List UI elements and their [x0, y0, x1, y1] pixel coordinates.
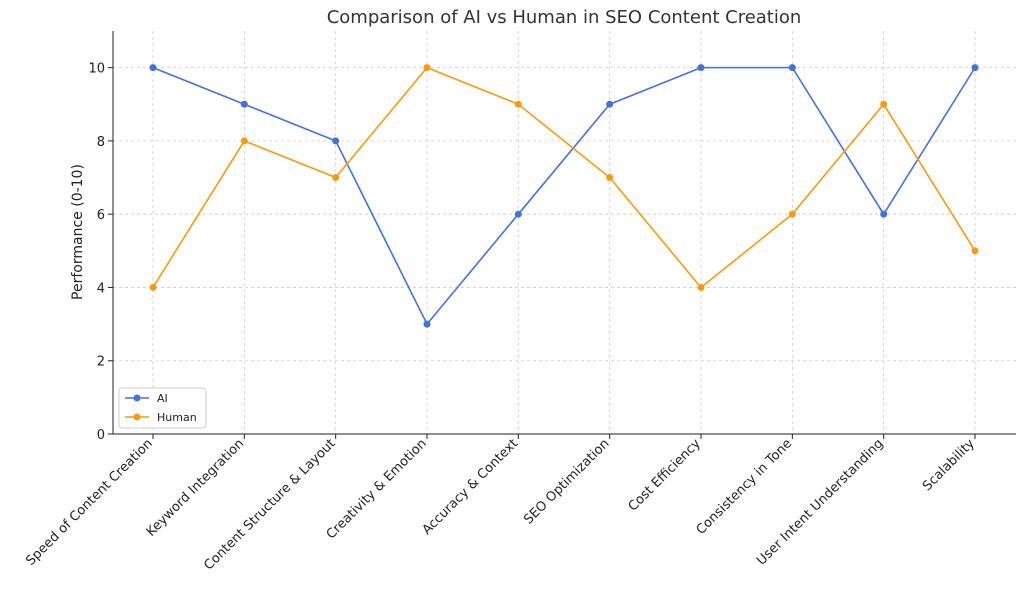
data-point: [788, 64, 796, 72]
x-tick-label: SEO Optimization: [521, 436, 612, 527]
y-tick-label: 0: [97, 428, 105, 443]
data-point: [606, 100, 614, 108]
data-point: [423, 64, 431, 72]
x-tick-label: Cost Efficiency: [626, 436, 704, 514]
series-ai: [149, 64, 979, 328]
axes: [112, 31, 1016, 435]
legend-marker: [133, 394, 141, 402]
data-point: [514, 210, 522, 218]
data-point: [697, 64, 705, 72]
x-tick-label: Accuracy & Context: [420, 436, 522, 538]
x-tick-label: Keyword Integration: [144, 436, 247, 539]
y-tick-label: 2: [97, 355, 105, 370]
x-tick-label: Scalability: [920, 436, 978, 494]
series: [149, 64, 979, 328]
y-tick-label: 4: [97, 281, 105, 296]
series-human: [149, 64, 979, 291]
data-point: [880, 210, 888, 218]
legend-marker: [133, 413, 141, 421]
y-axis-label: Performance (0-10): [70, 164, 86, 300]
legend: AI Human: [118, 387, 207, 429]
grid: [113, 31, 1016, 434]
x-tick-label: Creativity & Emotion: [324, 436, 430, 542]
series-line: [152, 66, 976, 289]
data-point: [880, 100, 888, 108]
data-point: [697, 283, 705, 291]
x-tick-label: Speed of Content Creation: [23, 436, 156, 569]
chart-title: Comparison of AI vs Human in SEO Content…: [327, 7, 802, 28]
data-point: [788, 210, 796, 218]
data-point: [971, 247, 979, 255]
data-point: [332, 174, 340, 182]
legend-label: Human: [157, 411, 197, 424]
data-point: [423, 320, 431, 328]
data-point: [514, 100, 522, 108]
y-tick-label: 8: [97, 135, 105, 150]
x-tick-label: Consistency in Tone: [694, 436, 796, 538]
y-tick-label: 6: [97, 208, 105, 223]
series-line: [152, 66, 976, 326]
data-point: [332, 137, 340, 145]
y-tick-label: 10: [88, 62, 105, 77]
legend-label: AI: [157, 392, 168, 405]
data-point: [240, 137, 248, 145]
y-ticks: 0 2 4 6 8 10: [88, 62, 113, 443]
data-point: [149, 64, 157, 72]
data-point: [240, 100, 248, 108]
data-point: [606, 174, 614, 182]
data-point: [149, 283, 157, 291]
data-point: [971, 64, 979, 72]
